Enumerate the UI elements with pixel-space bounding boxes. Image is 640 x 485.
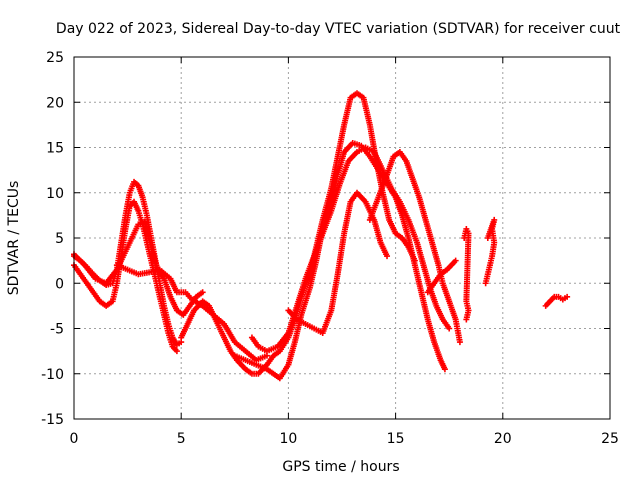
data-point [564,293,571,300]
data-point [446,325,453,332]
y-tick-label: 15 [46,141,64,157]
y-tick-label: -15 [41,412,64,428]
data-layer [71,90,571,382]
y-tick-label: 10 [46,186,64,202]
data-point [173,348,180,355]
x-tick-label: 10 [279,431,297,447]
series-track-2 [71,198,180,355]
y-tick-label: 20 [46,95,64,111]
data-point [452,257,459,264]
y-tick-label: -10 [41,367,64,383]
x-tick-label: 25 [601,431,619,447]
series-track-12 [482,216,498,287]
series-track-13 [542,293,571,309]
data-point [441,366,448,373]
y-tick-label: 5 [55,231,64,247]
series-track-10 [424,257,459,296]
y-tick-label: 25 [46,50,64,66]
data-point [484,235,491,241]
data-point [199,289,206,296]
series-track-9 [366,149,463,346]
y-axis-title: SDTVAR / TECUs [6,181,22,296]
data-point [463,316,470,323]
y-tick-label: -5 [50,322,64,338]
x-tick-label: 15 [387,431,405,447]
x-axis-title: GPS time / hours [282,459,399,475]
x-tick-label: 0 [70,431,79,447]
chart-title: Day 022 of 2023, Sidereal Day-to-day VTE… [56,21,621,37]
series-track-7 [248,144,453,355]
tick-layer: 0 5 10 15 20 25 -15 -10 -5 0 5 10 15 20 25 [41,50,619,447]
y-tick-label: 0 [55,276,64,292]
grid-layer [74,57,610,419]
series-track-8 [285,189,391,337]
data-point [456,339,463,346]
x-tick-label: 20 [494,431,512,447]
data-point [384,253,391,260]
series-track-11 [461,225,472,323]
x-tick-label: 5 [177,431,186,447]
